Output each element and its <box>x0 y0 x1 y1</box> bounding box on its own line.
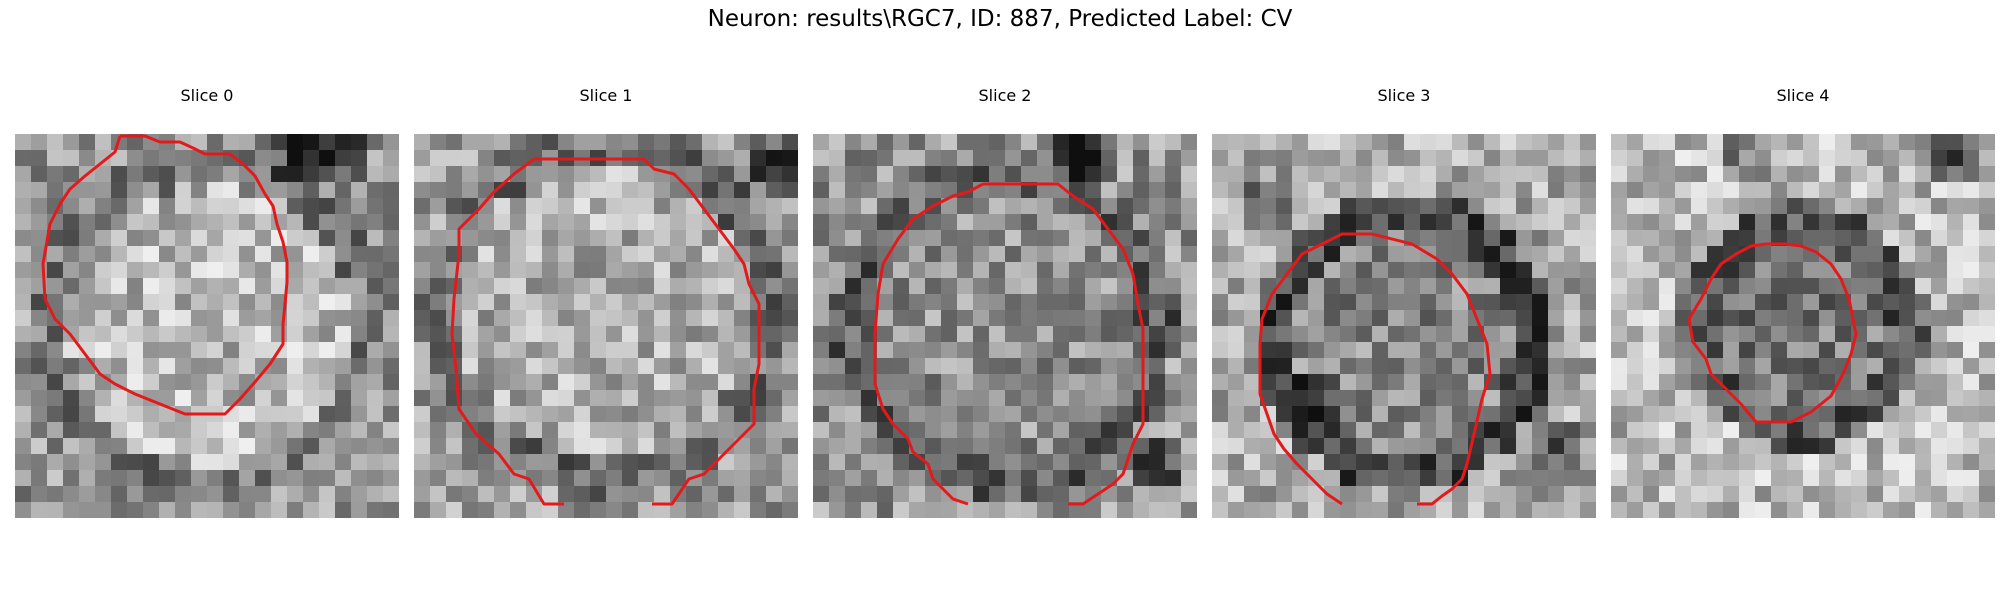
slice-image <box>15 134 399 518</box>
slice-image <box>1212 134 1596 518</box>
slice-title: Slice 1 <box>579 86 633 105</box>
contour-line <box>873 182 984 506</box>
contour-line <box>1687 242 1858 424</box>
slice-title: Slice 3 <box>1377 86 1431 105</box>
contour-line <box>534 157 761 506</box>
slice-title: Slice 2 <box>978 86 1032 105</box>
slice-title: Slice 0 <box>180 86 234 105</box>
slice-image <box>414 134 798 518</box>
slice-title: Slice 4 <box>1776 86 1830 105</box>
slice-image <box>813 134 1197 518</box>
slice-image <box>1611 134 1995 518</box>
contour-line <box>41 134 289 416</box>
contour-line <box>1258 232 1372 506</box>
contour-line <box>983 182 1145 506</box>
contour-line <box>450 157 564 506</box>
contour-line <box>1371 232 1492 506</box>
figure-title: Neuron: results\RGC7, ID: 887, Predicted… <box>707 6 1293 32</box>
